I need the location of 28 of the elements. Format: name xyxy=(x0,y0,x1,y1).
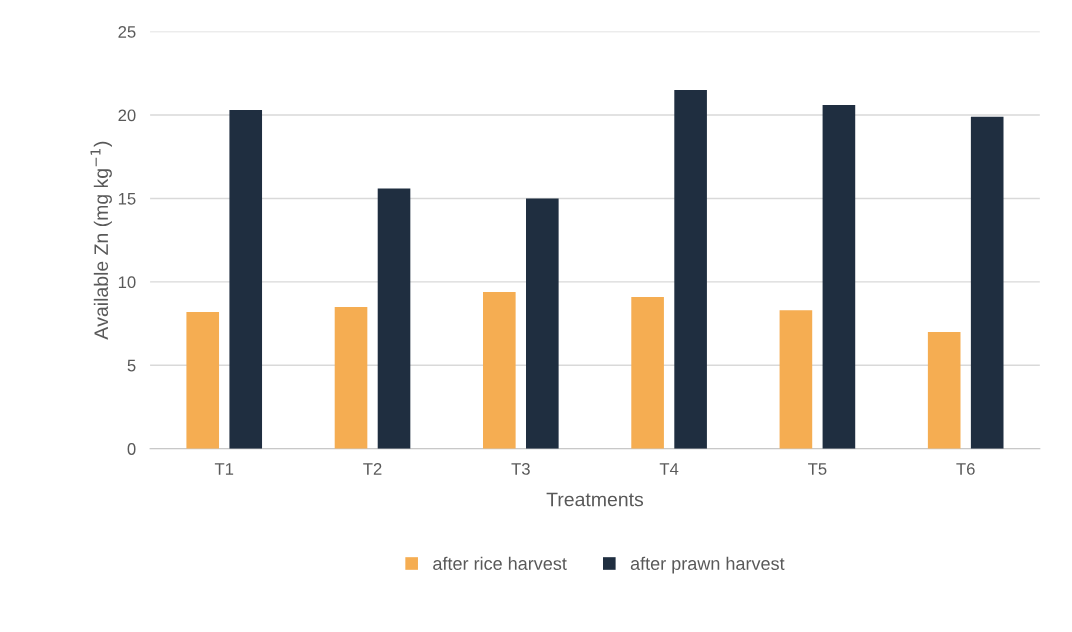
y-tick-label: 20 xyxy=(118,109,136,122)
bar xyxy=(526,198,559,449)
bar xyxy=(674,90,707,449)
y-tick-label: 15 xyxy=(118,193,136,205)
x-tick-label: T1 xyxy=(214,463,234,475)
y-tick-label: 10 xyxy=(118,276,136,289)
bar xyxy=(229,110,263,449)
x-tick-label: T3 xyxy=(511,463,530,475)
legend-label: after rice harvest xyxy=(433,556,567,570)
x-tick-label: T5 xyxy=(808,463,827,475)
legend-label: after prawn harvest xyxy=(630,556,785,574)
bar xyxy=(822,105,856,449)
bar xyxy=(631,296,664,449)
y-tick-label: 0 xyxy=(127,443,136,455)
bar xyxy=(377,188,411,449)
y-tick-label: 25 xyxy=(118,26,136,38)
x-axis-title: Treatments xyxy=(546,492,644,507)
x-tick-label: T2 xyxy=(363,463,382,475)
bar xyxy=(779,310,813,449)
bar xyxy=(927,331,961,449)
bar xyxy=(483,291,516,449)
bar xyxy=(334,306,368,449)
x-tick-label: T6 xyxy=(956,463,975,475)
bar xyxy=(970,116,1004,449)
y-tick-label: 5 xyxy=(127,359,136,372)
bar xyxy=(186,311,220,449)
x-tick-label: T4 xyxy=(659,463,679,475)
y-axis-title: Available Zn (mg kg$^{−1}$) xyxy=(90,141,112,340)
